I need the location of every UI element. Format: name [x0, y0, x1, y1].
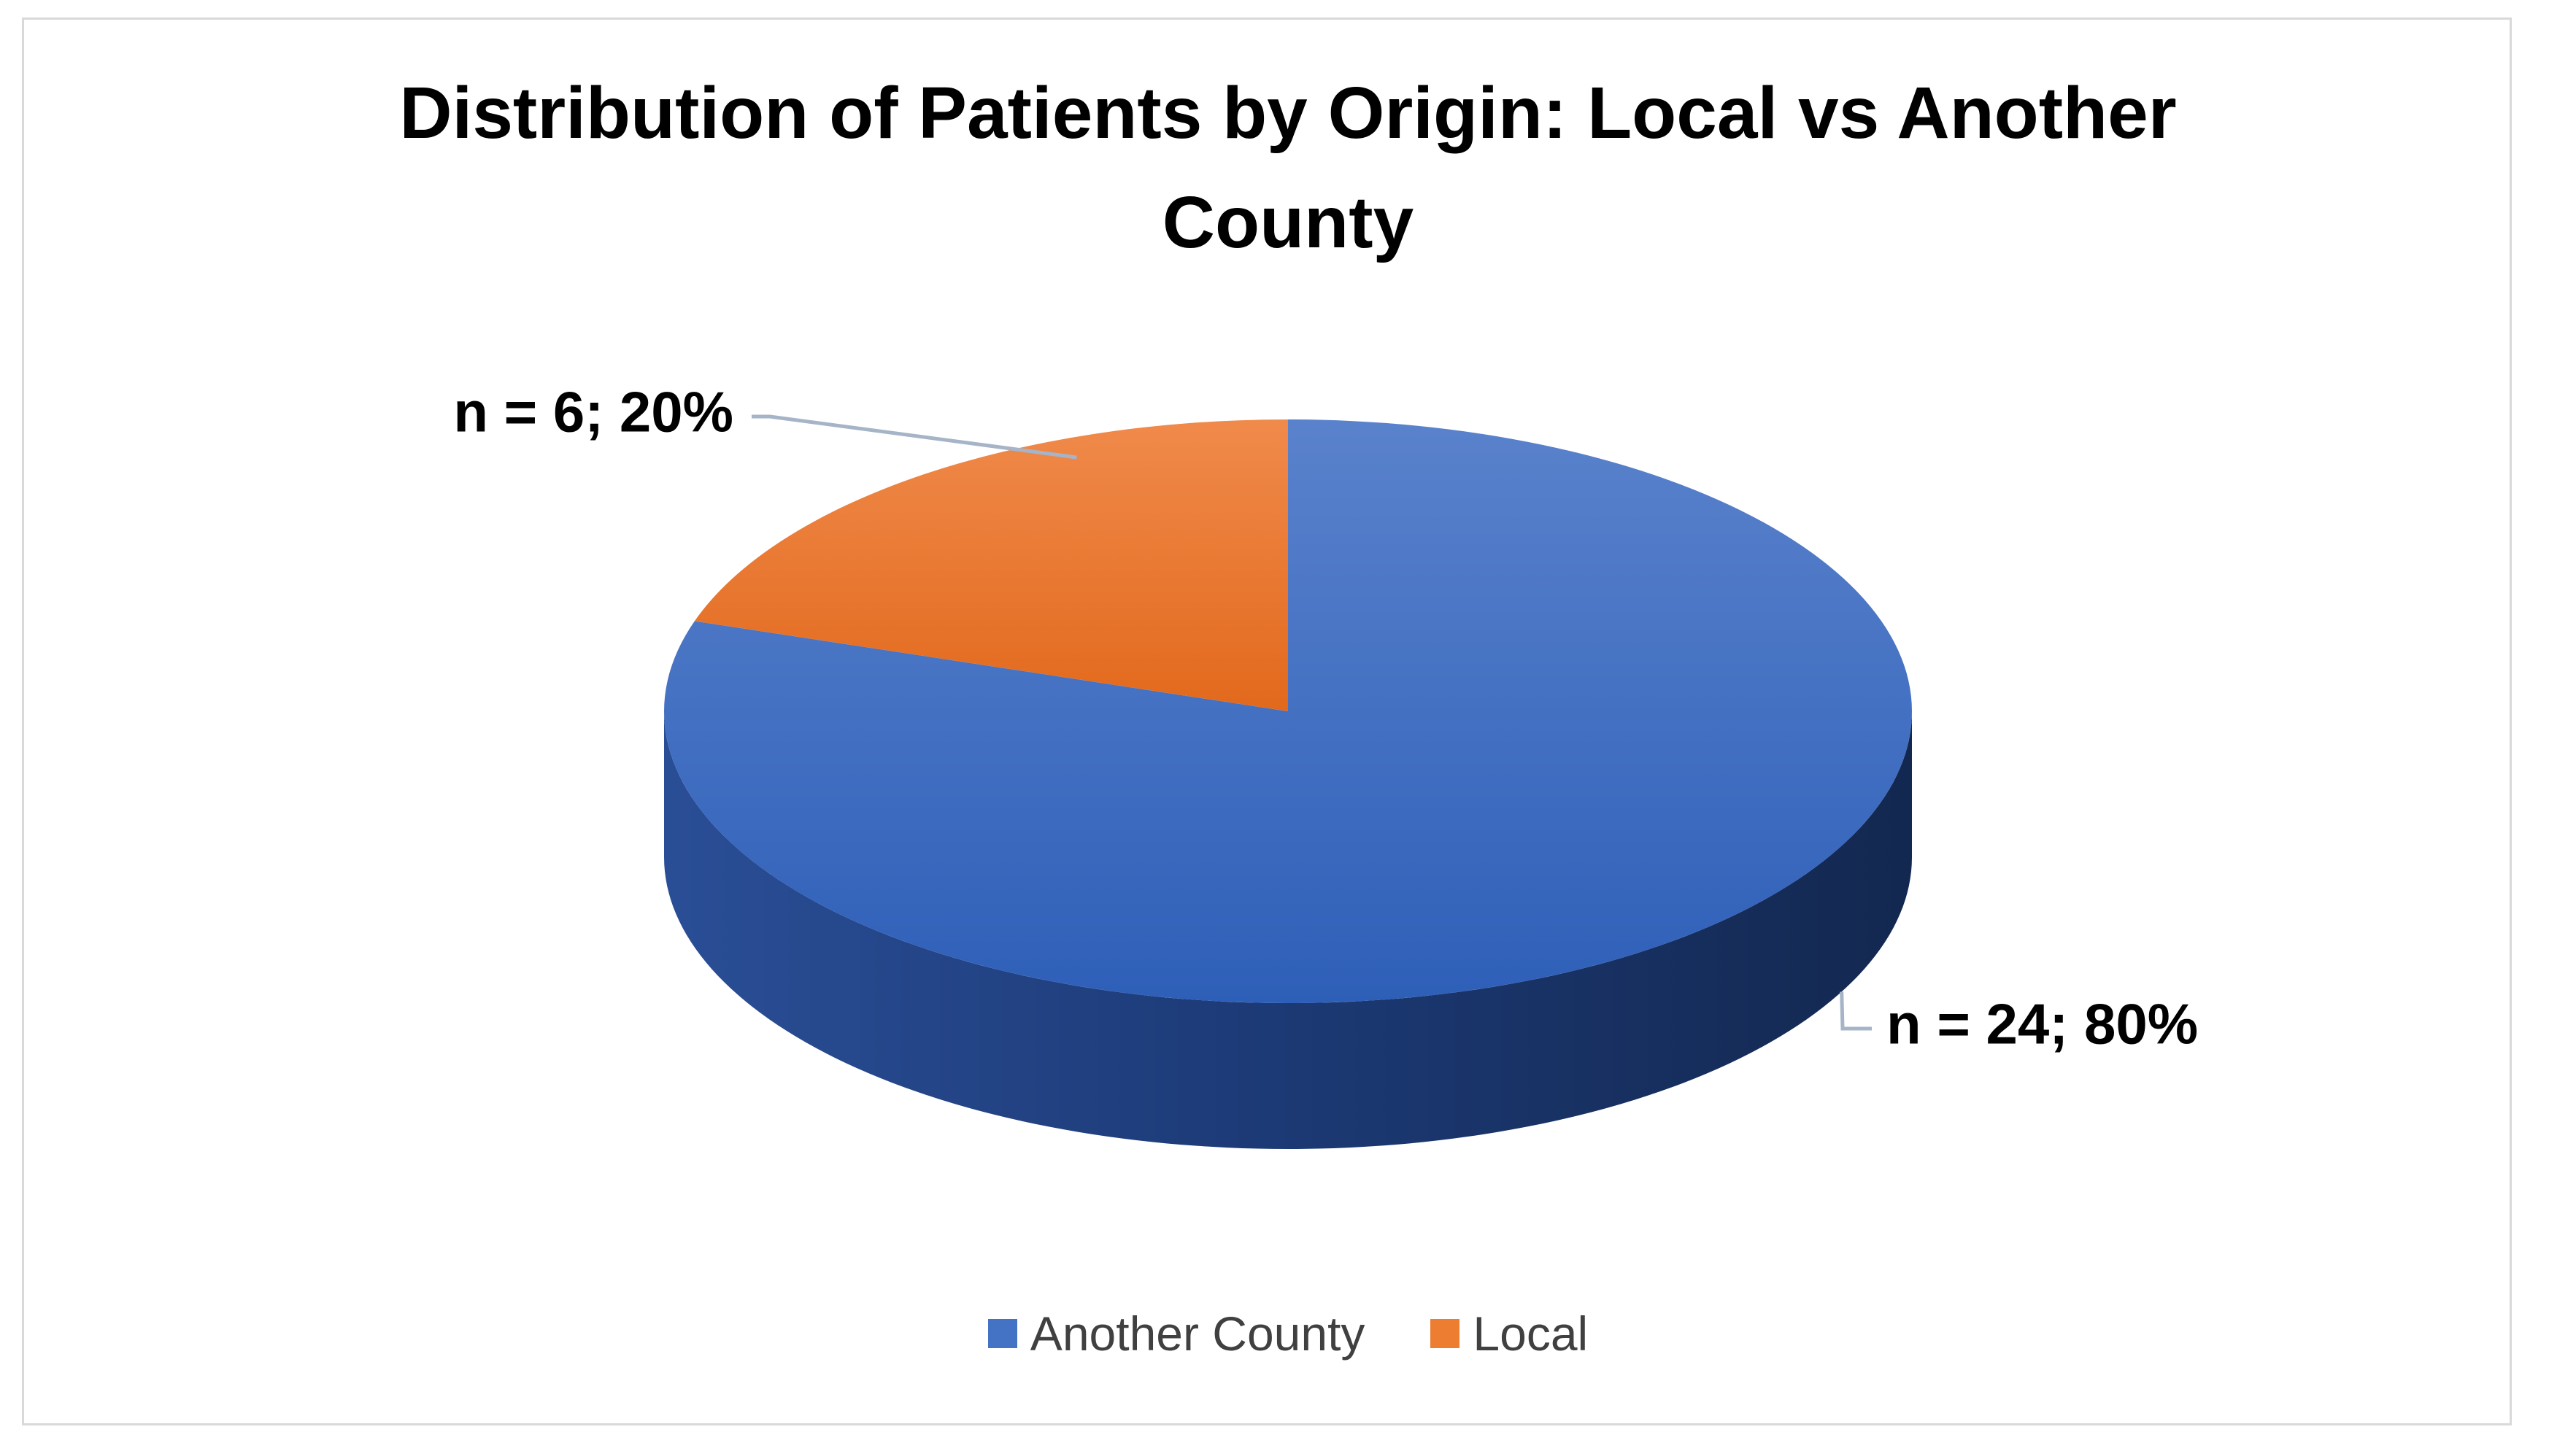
- legend-item-local: Local: [1430, 1306, 1588, 1361]
- leader-line-another-county: [1840, 991, 1872, 1031]
- legend-item-another-county: Another County: [987, 1306, 1365, 1361]
- chart-legend: Another County Local: [0, 1306, 2576, 1361]
- chart-title: Distribution of Patients by Origin: Loca…: [399, 72, 2177, 263]
- pie-slice-local: [694, 419, 1288, 711]
- legend-label-local: Local: [1473, 1307, 1589, 1361]
- legend-label-another-county: Another County: [1030, 1307, 1365, 1361]
- pie-side-wall: [664, 711, 1912, 1149]
- pie-slice-another-county: [664, 419, 1913, 1003]
- data-label-local: n = 6; 20%: [453, 380, 733, 444]
- data-label-another-county: n = 24; 80%: [1886, 992, 2198, 1056]
- leader-line-local: [752, 414, 1077, 460]
- legend-swatch-local: [1430, 1319, 1460, 1348]
- legend-swatch-another-county: [987, 1319, 1017, 1348]
